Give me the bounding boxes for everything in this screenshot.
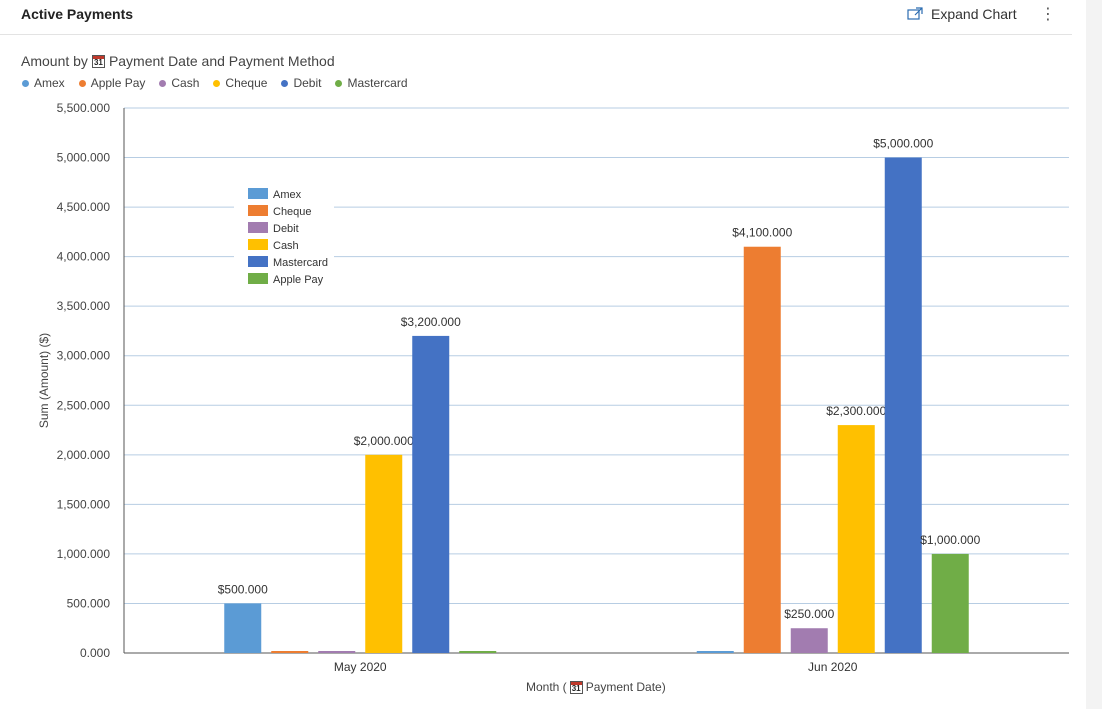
bar-debit [790, 628, 828, 653]
inner-legend-label: Debit [273, 223, 299, 235]
more-options-icon[interactable]: ⋮ [1040, 6, 1056, 23]
inner-legend-swatch [248, 239, 268, 250]
chart-subtitle: Amount by 31 Payment Date and Payment Me… [21, 53, 335, 69]
x-axis-title: Month ( 31 Payment Date) [526, 680, 666, 694]
inner-legend-swatch [248, 222, 268, 233]
inner-legend-swatch [248, 273, 268, 284]
inner-legend-label: Apple Pay [273, 274, 324, 286]
inner-legend-label: Mastercard [273, 257, 328, 269]
x-tick-label: May 2020 [334, 660, 387, 674]
y-tick-label: 3,000.000 [57, 349, 111, 363]
expand-icon [907, 7, 923, 21]
legend-dot [281, 79, 289, 87]
inner-legend-swatch [248, 205, 268, 216]
data-label: $250.000 [784, 607, 834, 621]
inner-legend-swatch [248, 188, 268, 199]
legend-label: Mastercard [347, 76, 408, 90]
y-tick-label: 500.000 [67, 596, 111, 610]
y-tick-label: 4,000.000 [57, 250, 111, 264]
legend-label: Debit [293, 76, 322, 90]
inner-legend-label: Cheque [273, 206, 312, 218]
expand-chart-button[interactable]: Expand Chart [907, 6, 1017, 22]
y-tick-label: 5,500.000 [57, 101, 111, 115]
legend-dot [22, 79, 29, 87]
bar-debit [318, 651, 356, 653]
bar-apple-pay [459, 651, 497, 653]
panel-header: Active Payments Expand Chart ⋮ [0, 0, 1072, 35]
calendar-icon: 31 [91, 54, 105, 68]
legend-item-debit[interactable]: Debit [281, 76, 321, 90]
bar-cash [365, 454, 403, 653]
subtitle-suffix: Payment Date and Payment Method [108, 53, 335, 69]
legend-item-amex[interactable]: Amex [22, 76, 65, 90]
bar-cheque [743, 246, 781, 653]
legend-label: Apple Pay [90, 76, 146, 90]
inner-legend-swatch [248, 256, 268, 267]
data-label: $4,100.000 [732, 226, 792, 240]
y-tick-label: 1,500.000 [57, 497, 111, 511]
legend-dot [78, 79, 86, 87]
legend-dot [213, 79, 221, 87]
x-tick-label: Jun 2020 [808, 660, 858, 674]
legend-item-cash[interactable]: Cash [159, 76, 199, 90]
bar-chart: 0.000 500.000 1,000.000 1,500.000 2,000.000 2… [37, 101, 1069, 674]
legend-item-apple-pay[interactable]: Apple Pay [78, 76, 146, 90]
inner-legend-label: Amex [273, 189, 302, 201]
inner-legend-label: Cash [273, 240, 299, 252]
scrollbar-track[interactable] [1086, 0, 1102, 709]
data-label: $3,200.000 [401, 315, 461, 329]
legend-label: Cheque [225, 76, 268, 90]
bar-amex [224, 603, 262, 653]
legend-label: Amex [34, 76, 65, 90]
data-label: $2,000.000 [354, 434, 414, 448]
bar-amex [696, 651, 734, 653]
y-axis-title: Sum (Amount) ($) [37, 333, 51, 428]
data-label: $500.000 [218, 582, 268, 596]
legend-dot [159, 79, 167, 87]
bar-cash [837, 425, 875, 653]
subtitle-prefix: Amount by [21, 53, 88, 69]
y-tick-label: 2,500.000 [57, 398, 111, 412]
bar-mastercard [884, 157, 922, 653]
y-tick-label: 4,500.000 [57, 200, 111, 214]
data-label: $2,300.000 [826, 404, 886, 418]
legend-item-mastercard[interactable]: Mastercard [335, 76, 408, 90]
legend-item-cheque[interactable]: Cheque [213, 76, 267, 90]
bar-cheque [271, 651, 309, 653]
calendar-icon: 31 [569, 680, 583, 694]
panel-title: Active Payments [21, 6, 134, 22]
legend-dot [335, 79, 343, 87]
bar-apple-pay [931, 553, 969, 653]
top-legend: Amex Apple Pay Cash Cheque Debit Mastercard [22, 76, 408, 90]
data-label: $1,000.000 [920, 533, 980, 547]
y-tick-label: 0.000 [80, 646, 110, 660]
y-tick-label: 3,500.000 [57, 299, 111, 313]
y-tick-label: 5,000.000 [57, 151, 111, 165]
bar-mastercard [412, 335, 450, 653]
y-tick-label: 2,000.000 [57, 448, 111, 462]
expand-chart-label: Expand Chart [931, 6, 1017, 22]
y-tick-label: 1,000.000 [57, 547, 111, 561]
legend-label: Cash [171, 76, 200, 90]
data-label: $5,000.000 [873, 137, 933, 151]
